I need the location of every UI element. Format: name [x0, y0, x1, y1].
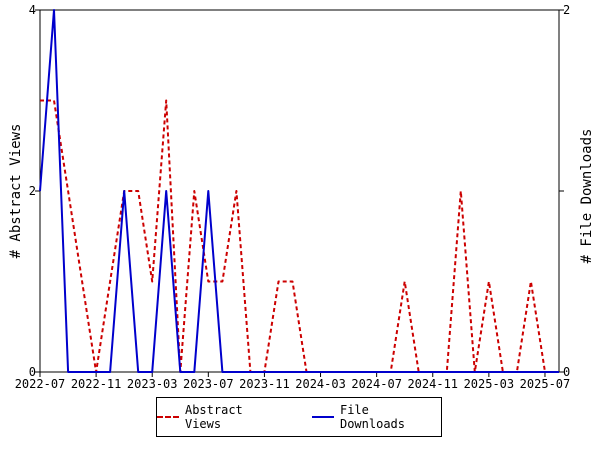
y-right-tick-label: 2 — [563, 3, 570, 17]
y-axis-left-label: # Abstract Views — [8, 124, 24, 259]
series-line-abstract-views — [40, 99, 559, 373]
y-left-tick-label: 4 — [29, 3, 36, 17]
x-tick-label: 2023-03 — [127, 377, 178, 391]
legend-item-abstract-views: Abstract Views — [157, 403, 286, 431]
y-left-tick-label: 2 — [29, 184, 36, 198]
x-tick-label: 2024-11 — [407, 377, 458, 391]
y-axis-right: 02 — [559, 3, 570, 379]
series-layer — [39, 9, 559, 373]
x-tick-label: 2024-07 — [351, 377, 402, 391]
legend-item-file-downloads: File Downloads — [312, 403, 441, 431]
series-line-file-downloads — [39, 9, 559, 373]
y-axis-right-label: # File Downloads — [579, 129, 595, 264]
x-tick-label: 2022-07 — [15, 377, 66, 391]
x-tick-label: 2025-07 — [520, 377, 571, 391]
y-left-tick-label: 0 — [29, 365, 36, 379]
legend-swatch-abstract-views — [157, 416, 179, 418]
y-axis-left: 0 2 4 — [29, 3, 40, 379]
x-tick-label: 2025-03 — [464, 377, 515, 391]
x-tick-label: 2022-11 — [71, 377, 122, 391]
x-tick-label: 2024-03 — [295, 377, 346, 391]
legend-label-abstract-views: Abstract Views — [184, 403, 243, 431]
legend-swatch-file-downloads — [312, 416, 334, 418]
chart-legend: Abstract Views File Downloads — [156, 397, 442, 437]
y-right-tick-label: 0 — [563, 365, 570, 379]
plot-area — [39, 9, 560, 373]
x-tick-label: 2023-11 — [239, 377, 290, 391]
x-axis: 2022-07 2022-11 2023-03 2023-07 2023-11 2024-… — [15, 372, 571, 391]
x-tick-label: 2023-07 — [183, 377, 234, 391]
legend-label-file-downloads: File Downloads — [339, 403, 405, 431]
